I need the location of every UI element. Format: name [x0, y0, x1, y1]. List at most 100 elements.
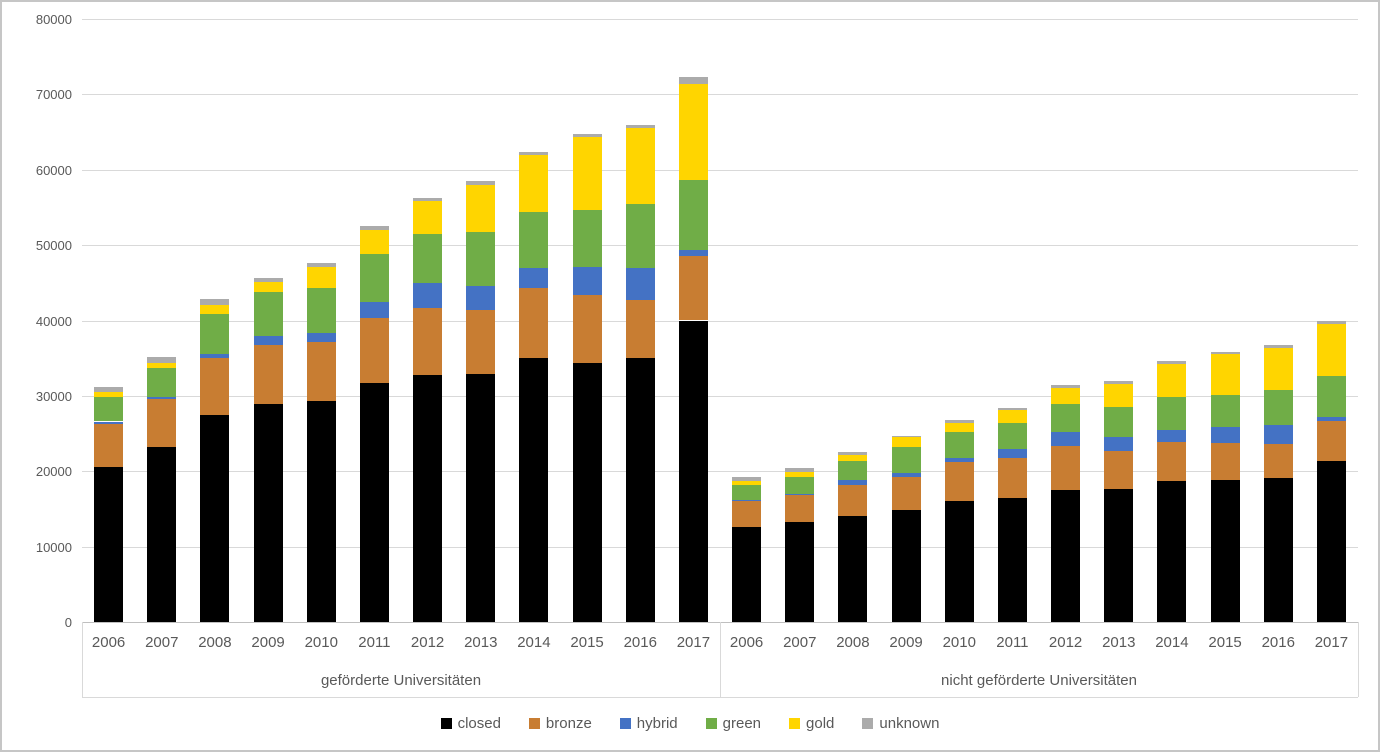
- bar-funded-2013-green: [466, 232, 496, 286]
- bar-not-funded-2012-closed: [1051, 490, 1081, 622]
- legend-item-hybrid: hybrid: [619, 716, 678, 731]
- bar-not-funded-2010-gold: [944, 423, 974, 433]
- bar-funded-2015-bronze: [572, 294, 602, 363]
- legend-swatch-unknown-icon: [862, 717, 874, 729]
- legend-label-green: green: [722, 714, 762, 732]
- legend-label-unknown: unknown: [879, 714, 940, 732]
- bar-funded-2008-bronze: [200, 358, 230, 416]
- bar-not-funded-2015-unknown: [1210, 352, 1240, 355]
- bar-funded-2012-green: [413, 233, 443, 283]
- bar-not-funded-2011-gold: [997, 410, 1027, 423]
- x-axis-label-funded-2006: 2006: [91, 634, 126, 651]
- bar-not-funded-2017-green: [1316, 376, 1346, 417]
- bar-not-funded-2010-bronze: [944, 462, 974, 501]
- bar-funded-2008-unknown: [200, 299, 230, 305]
- bar-funded-2009-bronze: [253, 344, 283, 405]
- bar-not-funded-2013-green: [1104, 407, 1134, 438]
- bar-not-funded-2017-hybrid: [1316, 416, 1346, 421]
- legend-item-closed: closed: [440, 714, 501, 732]
- legend-item-bronze: bronze: [528, 714, 592, 732]
- gridline-60000: [82, 169, 1358, 171]
- bar-not-funded-2007-closed: [785, 521, 815, 622]
- bar-not-funded-2008-bronze: [838, 484, 868, 516]
- x-axis-label-funded-2012: 2012: [410, 634, 445, 651]
- bar-not-funded-2006-closed: [732, 527, 762, 622]
- bar-funded-2017-closed: [678, 320, 708, 622]
- bar-funded-2017-green: [678, 179, 708, 251]
- x-axis-label-not-funded-2011: 2011: [996, 634, 1029, 651]
- bar-not-funded-2016-unknown: [1263, 345, 1293, 349]
- bar-funded-2006-closed: [94, 466, 124, 622]
- bar-not-funded-2014-green: [1157, 397, 1187, 430]
- bar-not-funded-2008-hybrid: [838, 480, 868, 485]
- legend-label-bronze: bronze: [545, 714, 592, 732]
- bar-not-funded-2006-unknown: [732, 477, 762, 482]
- bar-not-funded-2016-closed: [1263, 478, 1293, 622]
- legend-swatch-hybrid-icon: [619, 717, 631, 729]
- gridline-30000: [82, 395, 1358, 397]
- bar-funded-2011-gold: [359, 230, 389, 255]
- x-axis-label-not-funded-2017: 2017: [1314, 634, 1349, 651]
- bar-funded-2015-closed: [572, 362, 602, 622]
- y-axis-tick-label: 20000: [35, 464, 72, 480]
- axis-separator: [1358, 622, 1359, 697]
- bar-funded-2011-unknown: [359, 226, 389, 231]
- bar-funded-2012-unknown: [413, 197, 443, 202]
- bar-funded-2008-hybrid: [200, 353, 230, 359]
- bar-not-funded-2014-bronze: [1157, 441, 1187, 482]
- bar-not-funded-2007-bronze: [785, 495, 815, 522]
- bar-not-funded-2013-hybrid: [1104, 437, 1134, 451]
- bar-funded-2009-gold: [253, 282, 283, 292]
- legend: closed bronze hybrid green gold unknown: [2, 708, 1378, 738]
- y-axis-tick-label: 30000: [35, 388, 72, 404]
- y-axis-tick-label: 50000: [35, 238, 72, 254]
- bar-funded-2010-green: [306, 288, 336, 333]
- bar-not-funded-2010-unknown: [944, 419, 974, 423]
- bar-funded-2012-bronze: [413, 307, 443, 375]
- bar-not-funded-2008-unknown: [838, 452, 868, 456]
- bar-funded-2008-closed: [200, 415, 230, 622]
- bar-funded-2016-bronze: [625, 300, 655, 359]
- bar-funded-2014-gold: [519, 154, 549, 212]
- bar-funded-2011-green: [359, 254, 389, 302]
- bar-funded-2009-closed: [253, 404, 283, 622]
- bar-not-funded-2011-unknown: [997, 407, 1027, 411]
- bar-funded-2007-gold: [147, 362, 177, 368]
- bar-not-funded-2017-gold: [1316, 324, 1346, 377]
- bar-funded-2008-gold: [200, 304, 230, 314]
- bar-not-funded-2012-green: [1051, 404, 1081, 433]
- legend-label-closed: closed: [457, 714, 501, 732]
- bar-not-funded-2008-gold: [838, 455, 868, 462]
- bar-funded-2007-bronze: [147, 398, 177, 448]
- bar-funded-2013-unknown: [466, 181, 496, 185]
- x-axis-label-funded-2007: 2007: [145, 634, 179, 651]
- bar-funded-2010-unknown: [306, 263, 336, 267]
- x-axis-label-funded-2011: 2011: [358, 634, 391, 651]
- x-axis-label-not-funded-2016: 2016: [1261, 634, 1295, 651]
- bar-not-funded-2015-hybrid: [1210, 426, 1240, 443]
- bar-funded-2013-gold: [466, 184, 496, 233]
- bar-not-funded-2009-closed: [891, 509, 921, 622]
- bar-funded-2007-unknown: [147, 357, 177, 363]
- axis-separator: [82, 622, 83, 697]
- bar-funded-2017-unknown: [678, 77, 708, 84]
- x-axis-label-not-funded-2008: 2008: [836, 634, 870, 651]
- bar-funded-2006-hybrid: [94, 421, 124, 424]
- legend-item-green: green: [705, 714, 762, 732]
- bar-funded-2010-bronze: [306, 341, 336, 402]
- y-axis-tick-label: 0: [64, 615, 72, 630]
- x-axis-label-not-funded-2006: 2006: [729, 634, 764, 651]
- bar-not-funded-2011-green: [997, 423, 1027, 450]
- gridline-50000: [82, 245, 1358, 247]
- bar-funded-2006-green: [94, 396, 124, 422]
- legend-item-gold: gold: [789, 716, 834, 731]
- legend-swatch-gold-icon: [789, 717, 801, 729]
- group-label-not-funded: nicht geförderte Universitäten: [941, 672, 1137, 689]
- bar-not-funded-2010-hybrid: [944, 457, 974, 463]
- bar-funded-2017-gold: [678, 83, 708, 180]
- bar-not-funded-2006-bronze: [732, 501, 762, 528]
- gridline-10000: [82, 546, 1358, 548]
- bar-not-funded-2006-hybrid: [732, 499, 762, 502]
- bar-funded-2010-closed: [306, 401, 336, 622]
- bar-not-funded-2017-closed: [1316, 460, 1346, 622]
